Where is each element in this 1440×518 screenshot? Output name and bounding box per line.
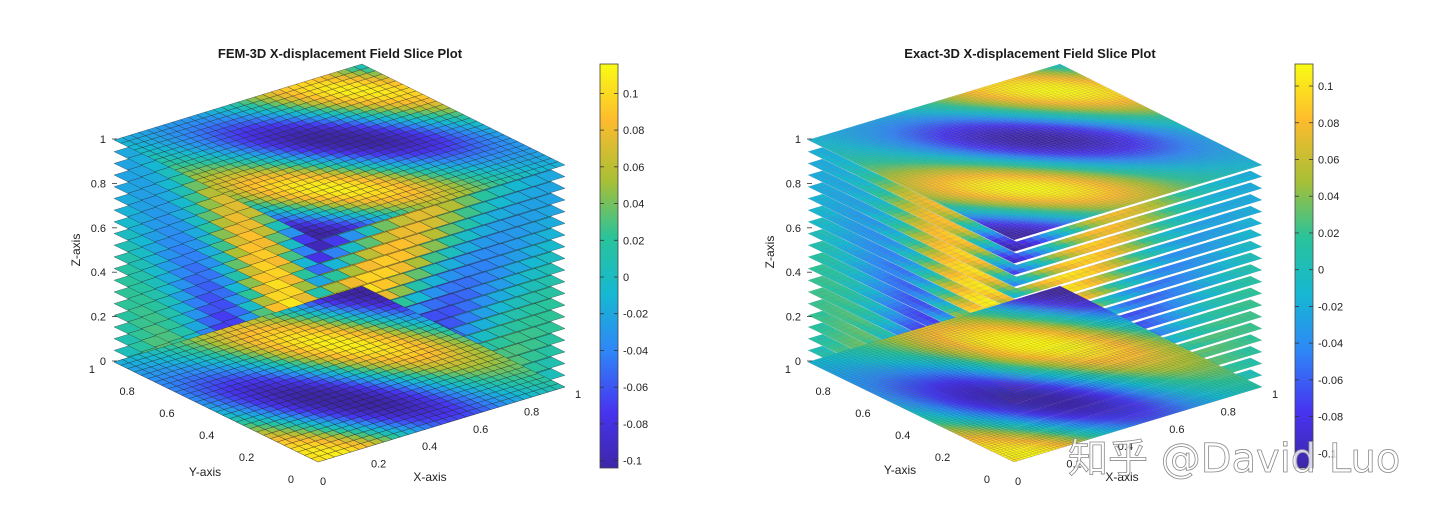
z-tick-label: 0.4: [91, 267, 106, 279]
colorbar-tick-label: -0.08: [623, 419, 648, 431]
x-tick-label: 0.4: [422, 441, 437, 453]
z-tick-label: 0.2: [91, 312, 106, 324]
y-tick-label: 0.4: [199, 430, 214, 442]
z-tick-label: 0: [100, 356, 106, 368]
fem-panel: FEM-3D X-displacement Field Slice Plot 0…: [69, 46, 648, 488]
fem-x-axis-label: X-axis: [413, 470, 446, 484]
colorbar-tick-label: -0.1: [623, 456, 642, 468]
y-tick-label: 0.8: [120, 386, 135, 398]
y-tick-label: 0.6: [159, 408, 174, 420]
colorbar-tick-label: -0.02: [623, 309, 648, 321]
exact-slice-cube: [807, 63, 1263, 463]
fem-slice-cube: [113, 63, 566, 463]
slice-cell: [534, 356, 566, 369]
colorbar-tick-label: 0: [623, 272, 629, 284]
exact-title: Exact-3D X-displacement Field Slice Plot: [904, 46, 1156, 61]
colorbar-tick-label: 0.1: [623, 88, 638, 100]
x-tick-label: 0: [320, 476, 326, 488]
slice-cell: [534, 344, 566, 358]
x-tick-label: 0.2: [371, 459, 386, 471]
fem-z-axis-label: Z-axis: [69, 234, 83, 267]
z-tick-label: 1: [100, 134, 106, 146]
y-tick-label: 0: [288, 474, 294, 486]
colorbar-tick-label: 0.06: [623, 162, 644, 174]
z-tick-label: 0.8: [91, 178, 106, 190]
colorbar-tick-label: 0.02: [623, 235, 644, 247]
fem-colorbar: [599, 63, 619, 469]
fem-title: FEM-3D X-displacement Field Slice Plot: [218, 46, 463, 61]
z-tick-label: 0.6: [91, 223, 106, 235]
slice-cell: [534, 321, 566, 334]
fem-y-axis-label: Y-axis: [189, 465, 221, 479]
colorbar-tick-label: 0.08: [623, 125, 644, 137]
x-tick-label: 0.8: [524, 406, 539, 418]
y-tick-label: 0.2: [239, 452, 254, 464]
x-tick-label: 0.6: [473, 424, 488, 436]
y-tick-label: 1: [89, 364, 95, 376]
exact-panel: Exact-3D X-displacement Field Slice Plot…: [763, 46, 1343, 488]
x-tick-label: 1: [575, 389, 581, 401]
colorbar-tick-label: -0.04: [623, 345, 648, 357]
colorbar-tick-label: 0.04: [623, 199, 644, 211]
colorbar-tick-label: -0.06: [623, 382, 648, 394]
slice-cell: [534, 333, 566, 346]
